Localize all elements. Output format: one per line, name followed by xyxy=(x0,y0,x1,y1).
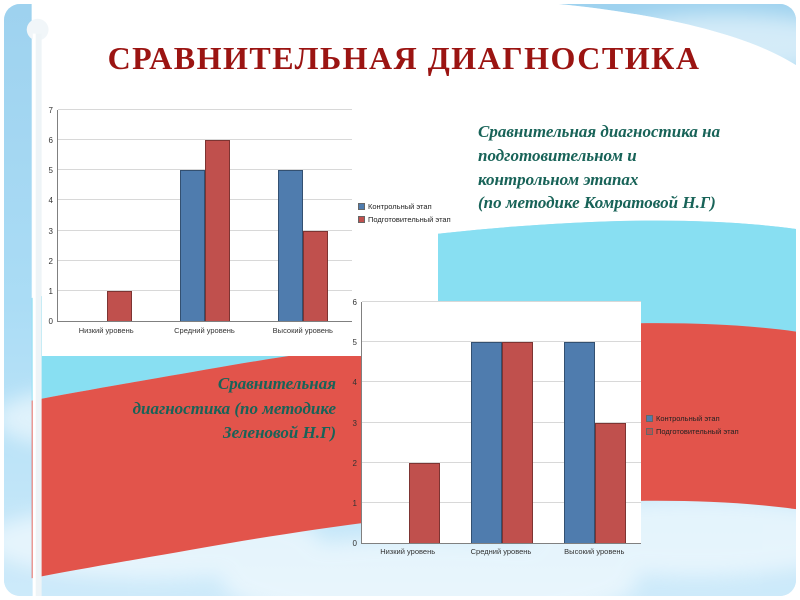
y-tick-label: 6 xyxy=(48,136,53,146)
legend-swatch xyxy=(358,216,365,223)
bar-groups xyxy=(58,110,352,321)
y-tick-label: 0 xyxy=(48,317,53,326)
y-tick-label: 7 xyxy=(48,106,53,115)
y-tick-label: 4 xyxy=(352,378,357,388)
gridline xyxy=(362,301,641,302)
bar xyxy=(107,290,132,321)
legend: Контрольный этап Подготовительный этап xyxy=(646,414,739,436)
legend-label: Подготовительный этап xyxy=(368,215,451,224)
bar-group xyxy=(548,302,641,543)
legend-item: Контрольный этап xyxy=(358,202,451,211)
legend-item: Подготовительный этап xyxy=(646,427,739,436)
x-axis-label: Средний уровень xyxy=(174,326,235,335)
bar xyxy=(303,230,328,321)
flag-pole-icon xyxy=(26,18,49,596)
caption-zelenova: Сравнительная диагностика (по методике З… xyxy=(132,374,336,443)
legend-swatch xyxy=(646,428,653,435)
bar xyxy=(180,170,205,321)
x-axis-label: Высокий уровень xyxy=(564,547,625,556)
legend-label: Подготовительный этап xyxy=(656,427,739,436)
slide-title: СРАВНИТЕЛЬНАЯ ДИАГНОСТИКА xyxy=(107,40,701,76)
y-tick-label: 2 xyxy=(48,256,53,266)
legend-item: Подготовительный этап xyxy=(358,215,451,224)
y-tick-label: 0 xyxy=(352,539,357,548)
y-tick-label: 1 xyxy=(48,286,53,296)
gridline xyxy=(58,109,352,110)
bar xyxy=(501,342,533,543)
x-axis-labels: Низкий уровень Средний уровень Высокий уро… xyxy=(57,326,352,335)
x-axis-label: Высокий уровень xyxy=(272,326,333,335)
x-axis-label: Низкий уровень xyxy=(380,547,436,556)
legend-label: Контрольный этап xyxy=(368,202,432,211)
bar xyxy=(278,170,303,321)
x-axis-labels: Низкий уровень Средний уровень Высокий уро… xyxy=(361,547,641,556)
slide: СРАВНИТЕЛЬНАЯ ДИАГНОСТИКА Сравнительная … xyxy=(4,4,796,596)
legend-swatch xyxy=(646,415,653,422)
bar xyxy=(205,140,230,321)
bar xyxy=(408,462,440,543)
bar-group xyxy=(58,110,156,321)
gridline xyxy=(362,341,641,343)
bar xyxy=(470,342,502,543)
y-tick-label: 3 xyxy=(352,418,357,428)
bar-groups xyxy=(362,302,641,543)
legend-swatch xyxy=(358,203,365,210)
bar xyxy=(563,342,595,543)
plot-area xyxy=(361,301,641,544)
plot-area xyxy=(57,109,352,322)
y-tick-label: 5 xyxy=(352,338,357,348)
legend: Контрольный этап Подготовительный этап xyxy=(358,202,451,224)
bar-group xyxy=(156,110,254,321)
y-tick-label: 1 xyxy=(352,498,357,508)
chart-komratova: 0 1 2 3 4 5 6 Низкий уровень Средний уровень Выс… xyxy=(346,294,776,576)
y-tick-label: 5 xyxy=(48,166,53,176)
bar-group xyxy=(455,302,548,543)
y-tick-label: 4 xyxy=(48,196,53,206)
caption-komratova: Сравнительная диагностика на подготовите… xyxy=(478,122,721,213)
y-tick-label: 3 xyxy=(48,226,53,236)
x-axis-label: Средний уровень xyxy=(470,547,532,556)
y-tick-label: 6 xyxy=(352,298,357,307)
bar-group xyxy=(254,110,352,321)
bar-group xyxy=(362,302,455,543)
y-axis: 0 1 2 3 4 5 6 7 xyxy=(42,106,56,326)
bar xyxy=(594,422,626,543)
y-axis: 0 1 2 3 4 5 6 xyxy=(346,298,360,548)
y-tick-label: 2 xyxy=(352,458,357,468)
gridline xyxy=(58,139,352,141)
legend-item: Контрольный этап xyxy=(646,414,739,423)
legend-label: Контрольный этап xyxy=(656,414,720,423)
chart-zelenova: 0 1 2 3 4 5 6 7 Низкий уровень Средний уровень Вы… xyxy=(42,100,451,356)
x-axis-label: Низкий уровень xyxy=(78,326,134,335)
